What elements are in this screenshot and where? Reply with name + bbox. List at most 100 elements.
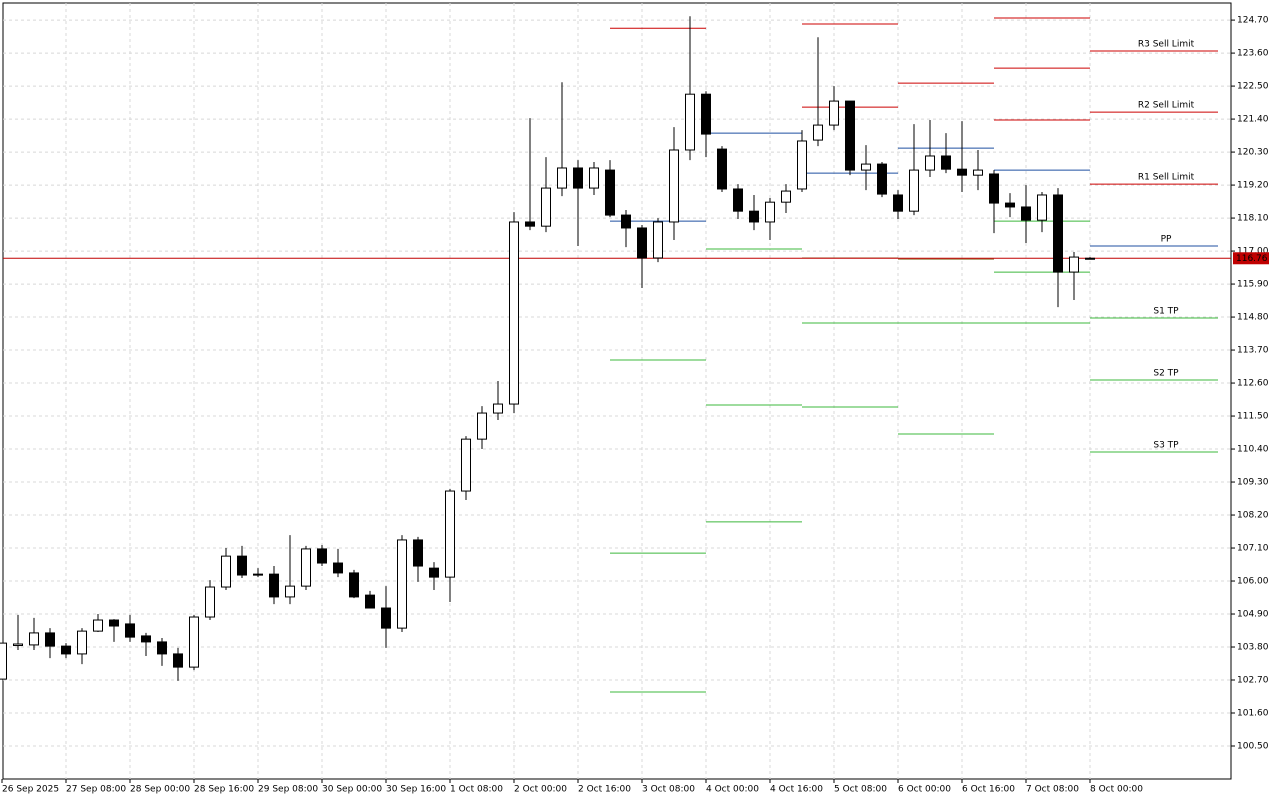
candle-body bbox=[861, 163, 871, 171]
candle-body bbox=[141, 635, 151, 643]
x-tick-label: 2 Oct 16:00 bbox=[578, 785, 631, 795]
candle-body bbox=[653, 221, 663, 259]
level-label: R2 Sell Limit bbox=[1138, 101, 1195, 111]
y-tick-label: 107.10 bbox=[1237, 544, 1269, 554]
y-tick-label: 104.90 bbox=[1237, 610, 1269, 620]
candle-body bbox=[957, 168, 967, 176]
level-label: R3 Sell Limit bbox=[1138, 39, 1195, 49]
candle-body bbox=[925, 155, 935, 171]
candle-body bbox=[61, 645, 71, 655]
candle-body bbox=[877, 163, 887, 195]
y-tick-label: 122.50 bbox=[1237, 82, 1269, 92]
x-tick-label: 8 Oct 00:00 bbox=[1090, 785, 1143, 795]
y-tick-label: 103.80 bbox=[1237, 643, 1269, 653]
candle-body bbox=[301, 548, 311, 587]
candle-body bbox=[573, 167, 583, 189]
candle-body bbox=[1069, 256, 1079, 273]
candle-body bbox=[125, 623, 135, 638]
y-tick-label: 106.00 bbox=[1237, 577, 1269, 587]
candle-body bbox=[1053, 194, 1063, 273]
candle-body bbox=[93, 619, 103, 632]
candle-body bbox=[253, 573, 263, 576]
x-tick-label: 6 Oct 00:00 bbox=[898, 785, 951, 795]
candle-body bbox=[477, 412, 487, 440]
candle-body bbox=[941, 155, 951, 170]
candle-body bbox=[669, 149, 679, 223]
candle-body bbox=[541, 187, 551, 227]
candle-body bbox=[1037, 194, 1047, 221]
plot-frame bbox=[2, 2, 1232, 780]
candle-body bbox=[189, 616, 199, 668]
candle-body bbox=[893, 194, 903, 212]
y-tick-label: 117.00 bbox=[1237, 247, 1269, 257]
candle-body bbox=[637, 227, 647, 259]
candle-body bbox=[269, 573, 279, 598]
y-tick-label: 101.60 bbox=[1237, 709, 1269, 719]
y-tick-label: 118.10 bbox=[1237, 214, 1269, 224]
candle-body bbox=[109, 619, 119, 627]
x-tick-label: 2 Oct 00:00 bbox=[514, 785, 567, 795]
price-label-box bbox=[1233, 252, 1269, 265]
candle-body bbox=[765, 201, 775, 223]
y-tick-label: 120.30 bbox=[1237, 148, 1269, 158]
y-tick-label: 115.90 bbox=[1237, 280, 1269, 290]
y-tick-label: 123.60 bbox=[1237, 49, 1269, 59]
y-tick-label: 100.50 bbox=[1237, 742, 1269, 752]
candle-body bbox=[205, 586, 215, 618]
x-tick-label: 3 Oct 08:00 bbox=[642, 785, 695, 795]
candle-body bbox=[605, 169, 615, 216]
candle-body bbox=[989, 173, 999, 204]
level-label: S2 TP bbox=[1153, 369, 1179, 379]
candle-body bbox=[829, 100, 839, 126]
candle-body bbox=[813, 124, 823, 141]
y-tick-label: 109.30 bbox=[1237, 478, 1269, 488]
x-tick-label: 4 Oct 16:00 bbox=[770, 785, 823, 795]
y-tick-label: 124.70 bbox=[1237, 16, 1269, 26]
x-tick-label: 7 Oct 08:00 bbox=[1026, 785, 1079, 795]
candle-body bbox=[29, 632, 39, 646]
candle-body bbox=[717, 148, 727, 190]
candle-body bbox=[77, 630, 87, 655]
candle-body bbox=[701, 93, 711, 135]
y-tick-label: 111.50 bbox=[1237, 412, 1269, 422]
level-label: R1 Sell Limit bbox=[1138, 173, 1195, 183]
candle-body bbox=[749, 210, 759, 223]
candle-body bbox=[589, 167, 599, 189]
x-tick-label: 30 Sep 00:00 bbox=[322, 785, 382, 795]
candle-body bbox=[429, 567, 439, 578]
x-tick-label: 30 Sep 16:00 bbox=[386, 785, 446, 795]
candle-body bbox=[413, 539, 423, 567]
candle-body bbox=[365, 594, 375, 609]
candle-body bbox=[909, 169, 919, 212]
level-label: S1 TP bbox=[1153, 306, 1179, 316]
candle-body bbox=[781, 190, 791, 203]
candle-body bbox=[333, 562, 343, 574]
candle-body bbox=[845, 100, 855, 171]
x-tick-label: 6 Oct 16:00 bbox=[962, 785, 1015, 795]
x-tick-label: 28 Sep 16:00 bbox=[194, 785, 254, 795]
candle-body bbox=[685, 93, 695, 151]
y-tick-label: 108.20 bbox=[1237, 511, 1269, 521]
candle-body bbox=[509, 221, 519, 405]
y-tick-label: 102.70 bbox=[1237, 676, 1269, 686]
candle-body bbox=[525, 221, 535, 227]
candle-body bbox=[173, 653, 183, 668]
x-tick-label: 28 Sep 00:00 bbox=[130, 785, 190, 795]
candle-body bbox=[349, 572, 359, 598]
candle-body bbox=[45, 632, 55, 647]
y-tick-label: 110.40 bbox=[1237, 445, 1269, 455]
y-tick-label: 113.70 bbox=[1237, 346, 1269, 356]
x-tick-label: 27 Sep 08:00 bbox=[66, 785, 126, 795]
candle-body bbox=[237, 555, 247, 576]
candle-body bbox=[397, 539, 407, 629]
candle-body bbox=[1085, 257, 1095, 260]
candle-body bbox=[157, 641, 167, 655]
candle-body bbox=[13, 643, 23, 647]
candle-body bbox=[621, 214, 631, 229]
candle-body bbox=[1005, 202, 1015, 208]
candle-body bbox=[0, 642, 7, 680]
x-tick-label: 1 Oct 08:00 bbox=[450, 785, 503, 795]
candle-body bbox=[973, 169, 983, 176]
